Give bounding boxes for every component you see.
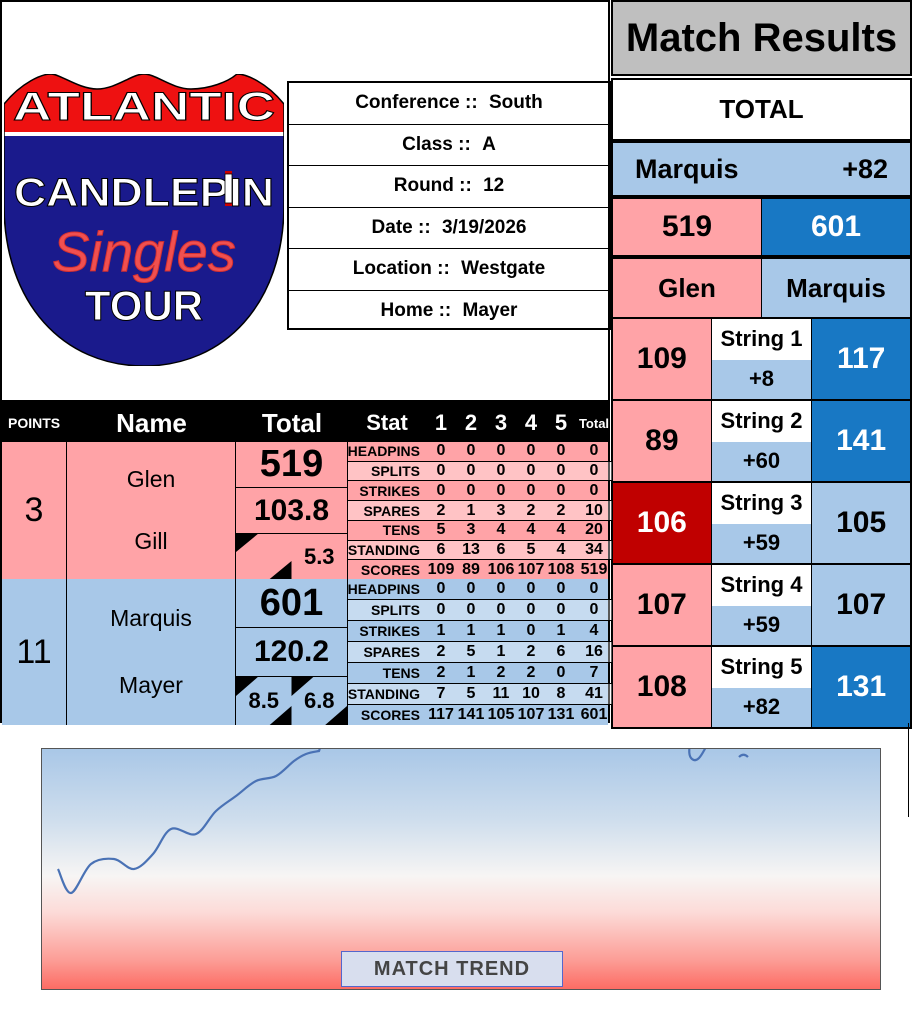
svg-text:CANDLEPIN: CANDLEPIN [14,171,274,215]
svg-text:ATLANTIC: ATLANTIC [13,85,275,129]
svg-text:Singles: Singles [52,220,236,283]
svg-text:TOUR: TOUR [85,282,203,329]
